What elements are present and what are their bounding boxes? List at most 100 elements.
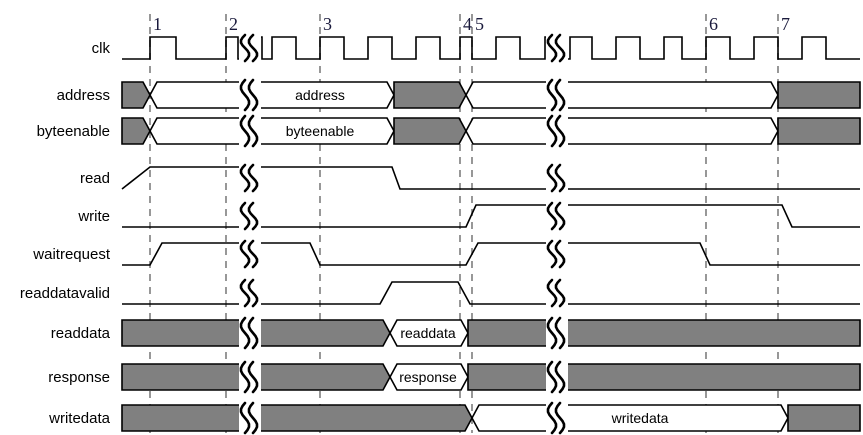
break-mask (239, 34, 261, 62)
bus-segment-undefined (121, 117, 151, 145)
break-squiggle (554, 201, 566, 231)
break-mask (239, 279, 261, 307)
signal-wave-response (121, 363, 861, 391)
break-squiggle (239, 360, 251, 394)
bus-segment-valid (149, 81, 395, 109)
tick-label-4: 4 (463, 14, 472, 34)
break-squiggle (239, 163, 251, 193)
signal-wave-read (121, 166, 860, 190)
break-squiggle (239, 239, 251, 269)
bus-segment-undefined (393, 81, 467, 109)
break-squiggle (247, 360, 259, 394)
break-squiggle (546, 239, 558, 269)
bus-segment-valid (465, 81, 779, 109)
break-mask (239, 79, 261, 111)
break-squiggle (247, 401, 259, 435)
signal-label-byteenable: byteenable (37, 123, 110, 140)
break-mask (239, 317, 261, 349)
break-mask (239, 202, 261, 230)
break-squiggle (239, 401, 251, 435)
break-squiggle (239, 114, 251, 148)
break-squiggle (247, 201, 259, 231)
break-squiggle (247, 78, 259, 112)
break-squiggle (239, 78, 251, 112)
signal-label-write: write (77, 208, 110, 225)
bus-value-readdata: readdata (400, 325, 455, 341)
signal-label-response: response (48, 369, 110, 386)
break-squiggle (546, 278, 558, 308)
break-squiggle (247, 278, 259, 308)
break-squiggle (554, 33, 566, 63)
break-squiggle (247, 163, 259, 193)
break-squiggle (239, 201, 251, 231)
signal-wave-clk (122, 36, 860, 60)
break-mask (546, 279, 568, 307)
logic-waveform (122, 242, 860, 266)
tick-label-7: 7 (781, 14, 790, 34)
break-squiggle (546, 33, 558, 63)
signal-label-readdata: readdata (51, 325, 111, 342)
break-squiggle (554, 401, 566, 435)
bus-segment-undefined (467, 363, 861, 391)
tick-label-5: 5 (475, 14, 484, 34)
signal-wave-waitrequest (122, 242, 860, 266)
tick-label-2: 2 (229, 14, 238, 34)
break-squiggle (546, 360, 558, 394)
signal-label-clk: clk (92, 40, 111, 57)
break-squiggle (247, 316, 259, 350)
signal-wave-readdatavalid (122, 281, 860, 305)
break-mask (546, 317, 568, 349)
bus-segment-undefined (787, 404, 861, 432)
bus-segment-undefined (467, 319, 861, 347)
break-squiggle (546, 78, 558, 112)
break-squiggle (247, 114, 259, 148)
signal-wave-byteenable (121, 117, 861, 145)
break-squiggle (247, 33, 259, 63)
signal-label-read: read (80, 170, 110, 187)
break-mask (546, 115, 568, 147)
bus-segment-undefined (121, 81, 151, 109)
break-squiggle (554, 78, 566, 112)
break-squiggle (247, 239, 259, 269)
break-squiggle (554, 278, 566, 308)
signal-label-waitrequest: waitrequest (32, 246, 111, 263)
break-mask (239, 115, 261, 147)
bus-segment-undefined (777, 117, 861, 145)
bus-segment-valid (465, 117, 779, 145)
signal-label-address: address (57, 87, 110, 104)
break-mask (239, 402, 261, 434)
tick-label-6: 6 (709, 14, 718, 34)
break-mask (546, 79, 568, 111)
bus-value-address: address (295, 87, 345, 103)
break-squiggle (554, 316, 566, 350)
break-mask (546, 34, 568, 62)
tick-label-1: 1 (153, 14, 162, 34)
bus-segment-valid (149, 117, 395, 145)
signal-label-writedata: writedata (48, 410, 111, 427)
break-squiggle (239, 316, 251, 350)
logic-waveform (121, 166, 860, 190)
break-squiggle (546, 114, 558, 148)
bus-segment-undefined (393, 117, 467, 145)
clock-waveform (122, 36, 860, 60)
bus-segment-undefined (121, 404, 473, 432)
bus-segment-undefined (777, 81, 861, 109)
logic-waveform (122, 281, 860, 305)
break-squiggle (554, 114, 566, 148)
break-mask (239, 361, 261, 393)
break-mask (546, 240, 568, 268)
break-mask (239, 164, 261, 192)
bus-value-response: response (399, 369, 457, 385)
break-mask (546, 402, 568, 434)
signal-wave-address (121, 81, 861, 109)
logic-waveform (122, 204, 860, 228)
signal-label-readdatavalid: readdatavalid (20, 285, 110, 302)
signal-wave-readdata (121, 319, 861, 347)
break-squiggle (546, 401, 558, 435)
break-mask (546, 361, 568, 393)
break-squiggle (239, 278, 251, 308)
bus-value-byteenable: byteenable (286, 123, 355, 139)
break-mask (546, 164, 568, 192)
